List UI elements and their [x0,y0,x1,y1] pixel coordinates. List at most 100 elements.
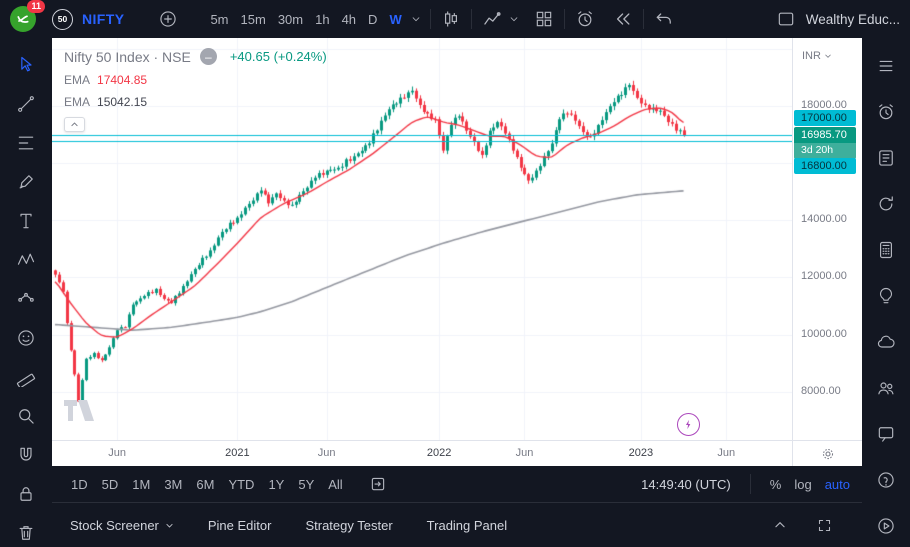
layout-grid-icon[interactable] [530,5,558,33]
range-1d[interactable]: 1D [71,476,88,492]
watchlist-icon[interactable] [873,54,899,78]
chart-plot-area[interactable]: Nifty 50 Index · NSE – +40.65 (+0.24%) E… [52,38,792,440]
chevron-down-icon [165,518,174,533]
tool-xabcd-pattern-icon[interactable] [9,247,43,273]
currency-label: INR [802,50,821,62]
time-axis-label: 2022 [426,447,452,459]
chevron-down-icon [825,54,831,58]
timeframe-30m[interactable]: 30m [277,11,304,27]
timeframe-W[interactable]: W [389,11,402,27]
timeframe-1h[interactable]: 1h [315,11,330,27]
price-axis-label: 8000.00 [801,384,841,397]
time-axis-label: Jun [515,447,534,459]
price-axis[interactable]: INR 18000.00 14000.00 12000.00 10000.00 8000… [792,38,862,440]
panel-collapse-icon[interactable] [766,511,794,539]
chat-cloud-icon[interactable] [873,330,899,354]
range-ytd[interactable]: YTD [228,476,255,492]
panel-tab-label: Trading Panel [426,517,508,533]
tool-emoji-icon[interactable] [9,325,43,351]
tradingview-watermark-icon [64,400,98,426]
account-area[interactable]: Wealthy Educ... [772,5,900,33]
range-6m[interactable]: 6M [196,476,215,492]
currency-selector[interactable]: INR [802,50,832,62]
tool-ruler-icon[interactable] [9,364,43,390]
auto-scale-button[interactable]: auto [824,476,850,492]
indicator-row-ema-fast[interactable]: EMA 17404.85 [64,73,327,87]
clock[interactable]: 14:49:40 (UTC) [641,476,731,492]
symbol-title[interactable]: Nifty 50 Index · NSE [64,48,191,65]
ideas-icon[interactable] [873,284,899,308]
tool-trash-icon[interactable] [9,520,43,546]
panel-tab-label: Pine Editor [207,517,272,533]
indicator-row-ema-slow[interactable]: EMA 15042.15 [64,95,327,109]
indicators-icon[interactable] [478,5,506,33]
log-scale-button[interactable]: log [794,476,812,492]
bottom-toolbar: 1D 5D 1M 3M 6M YTD 1Y 5Y All 14:49:40 (UTC) % lo… [52,466,862,502]
tool-zoom-icon[interactable] [9,403,43,429]
alerts-icon[interactable] [873,100,899,124]
divider [470,9,472,29]
refresh-icon[interactable] [873,192,899,216]
time-axis[interactable]: Jun 2021 Jun 2022 Jun 2023 Jun [52,440,792,466]
hotlists-icon[interactable] [873,146,899,170]
last-price-value: 16985.70 [801,129,847,142]
panel-tab-strategy-tester[interactable]: Strategy Tester [305,518,392,533]
add-symbol-icon[interactable] [154,5,182,33]
divider [563,9,565,29]
layout-square-icon[interactable] [772,5,800,33]
boost-lightning-button[interactable] [677,413,700,436]
symbol-name[interactable]: NIFTY [82,11,125,27]
chart-style-icon[interactable] [437,5,465,33]
timeframe-4h[interactable]: 4h [341,11,357,27]
timeframe-chevron-icon[interactable] [408,5,424,33]
indicator-label: EMA [64,95,91,109]
messages-icon[interactable] [873,422,899,446]
tool-magnet-icon[interactable] [9,442,43,468]
range-5d[interactable]: 5D [101,476,119,492]
range-3m[interactable]: 3M [164,476,183,492]
alert-icon[interactable] [571,5,599,33]
price-axis-label: 10000.00 [801,327,847,340]
play-icon[interactable] [873,514,899,538]
panel-tab-stock-screener[interactable]: Stock Screener [70,518,174,533]
percent-scale-button[interactable]: % [769,476,782,492]
replay-icon[interactable] [609,5,637,33]
tool-lock-icon[interactable] [9,481,43,507]
symbol-logo: 50 [52,8,73,30]
price-chart-canvas[interactable] [52,38,792,440]
timeframe-5m[interactable]: 5m [210,11,229,27]
tool-text-icon[interactable] [9,208,43,234]
axis-settings-corner[interactable] [792,440,862,466]
community-icon[interactable] [873,376,899,400]
range-5y[interactable]: 5Y [298,476,315,492]
timeframe-15m[interactable]: 15m [240,11,266,27]
top-toolbar: 11 50 NIFTY 5m 15m 30m 1h 4h D W Wealthy Educ.… [0,0,910,38]
dom-icon[interactable] [873,238,899,262]
bar-countdown: 3d 20h [794,143,856,160]
app-logo[interactable]: 11 [10,0,45,32]
tool-trend-line-icon[interactable] [9,91,43,117]
panel-tab-label: Stock Screener [70,517,159,533]
indicators-chevron-icon[interactable] [506,5,522,33]
range-1y[interactable]: 1Y [268,476,285,492]
panel-tab-label: Strategy Tester [305,517,393,533]
fullscreen-icon[interactable] [810,511,838,539]
tool-forecast-icon[interactable] [9,286,43,312]
bottom-panel: Stock Screener Pine Editor Strategy Tester… [52,502,862,547]
last-price-badge: 16985.70 3d 20h [794,127,856,160]
hide-symbol-button[interactable]: – [199,48,217,65]
range-all[interactable]: All [328,476,343,492]
go-to-date-icon[interactable] [364,470,392,498]
panel-tab-trading-panel[interactable]: Trading Panel [427,518,507,533]
timeframe-D[interactable]: D [368,11,378,27]
help-icon[interactable] [873,468,899,492]
tool-fib-retracement-icon[interactable] [9,130,43,156]
undo-icon[interactable] [650,5,678,33]
legend-collapse-button[interactable] [64,117,85,132]
panel-tab-pine-editor[interactable]: Pine Editor [208,518,272,533]
tool-cursor-icon[interactable] [9,52,43,78]
panel-tabs: Stock Screener Pine Editor Strategy Tester… [70,518,541,533]
tool-brush-icon[interactable] [9,169,43,195]
divider [749,474,751,494]
range-1m[interactable]: 1M [132,476,151,492]
